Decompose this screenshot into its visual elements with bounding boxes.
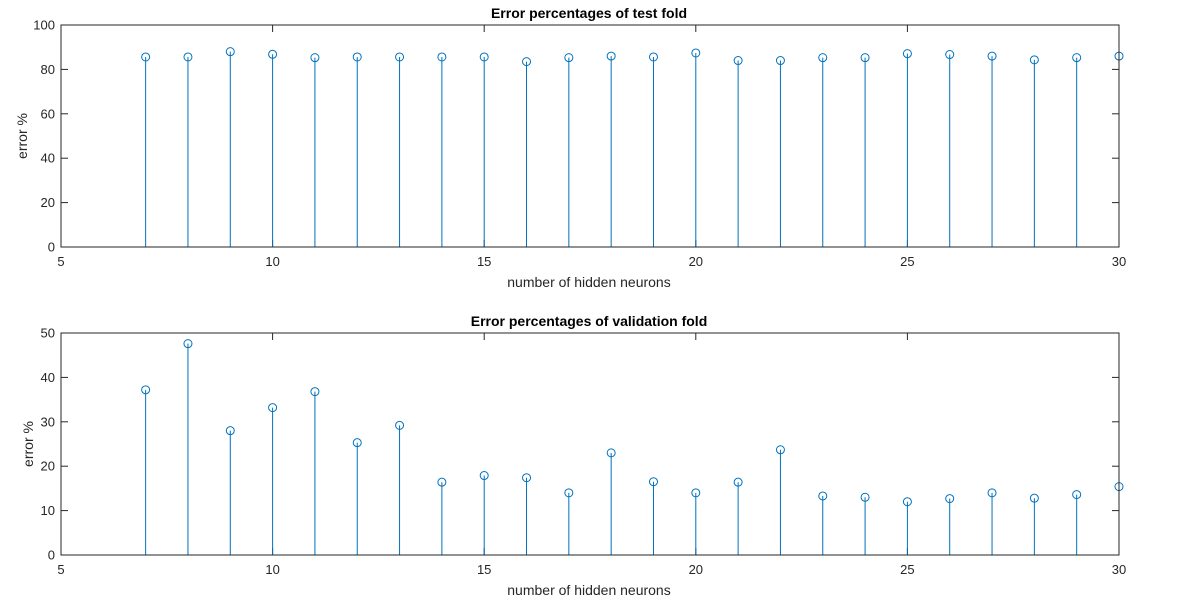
validation-fold-x-tick-label: 20	[689, 562, 703, 577]
test-fold-x-tick-label: 30	[1112, 254, 1126, 269]
test-fold-stem-marker	[902, 49, 912, 59]
test-fold-stem-marker	[606, 51, 616, 61]
validation-fold-stem-marker	[564, 488, 574, 498]
test-fold-stem-marker	[479, 52, 489, 62]
test-fold-stem-marker	[987, 51, 997, 61]
validation-fold-x-tick-label: 5	[57, 562, 64, 577]
validation-fold-stem-marker	[1029, 493, 1039, 503]
validation-fold-stem-marker	[141, 385, 151, 395]
test-fold-title: Error percentages of test fold	[491, 5, 687, 21]
validation-fold-stem-marker	[860, 492, 870, 502]
test-fold-stem-marker	[352, 52, 362, 62]
test-fold-y-tick-label: 20	[41, 195, 55, 210]
test-fold-y-tick-label: 60	[41, 106, 55, 121]
test-fold-y-tick-label: 0	[48, 240, 55, 255]
test-fold-stem-marker	[733, 56, 743, 66]
test-fold-subplot: Error percentages of test fold 5 10 15 20 25…	[14, 5, 1126, 290]
validation-fold-stem-marker	[606, 448, 616, 458]
test-fold-stem-marker	[860, 53, 870, 63]
test-fold-stem-marker	[691, 48, 701, 58]
validation-fold-y-tick-label: 50	[41, 326, 55, 341]
validation-fold-stem-marker	[183, 339, 193, 349]
test-fold-x-tick-label: 20	[689, 254, 703, 269]
validation-fold-subplot: Error percentages of validation fold 5 10…	[20, 313, 1126, 598]
validation-fold-stem-marker	[479, 471, 489, 481]
validation-fold-stem-marker	[945, 494, 955, 504]
validation-fold-stem-marker	[268, 403, 278, 413]
test-fold-stem-marker	[648, 52, 658, 62]
validation-fold-y-axis-label: error %	[20, 421, 36, 467]
test-fold-stem-marker	[775, 56, 785, 66]
test-fold-stem-marker	[310, 53, 320, 63]
test-fold-stem-marker	[522, 57, 532, 67]
test-fold-stem-marker	[564, 53, 574, 63]
validation-fold-stem-marker	[352, 438, 362, 448]
validation-fold-stem-marker	[818, 491, 828, 501]
validation-fold-y-tick-label: 0	[48, 548, 55, 563]
validation-fold-x-tick-label: 25	[900, 562, 914, 577]
test-fold-ticks: 5 10 15 20 25 30 0 20 40 60 80 100	[33, 18, 1126, 270]
validation-fold-x-tick-label: 30	[1112, 562, 1126, 577]
test-fold-y-tick-label: 80	[41, 62, 55, 77]
validation-fold-stem-marker	[437, 477, 447, 487]
test-fold-x-tick-label: 25	[900, 254, 914, 269]
validation-fold-stem-marker	[648, 477, 658, 487]
validation-fold-stem-marker	[522, 473, 532, 483]
validation-fold-y-tick-label: 10	[41, 503, 55, 518]
test-fold-stem-marker	[818, 53, 828, 63]
test-fold-x-tick-label: 10	[265, 254, 279, 269]
validation-fold-y-tick-label: 40	[41, 370, 55, 385]
test-fold-stem-marker	[395, 52, 405, 62]
test-fold-stem-marker	[437, 52, 447, 62]
test-fold-stem-marker	[945, 50, 955, 60]
validation-fold-x-tick-label: 10	[265, 562, 279, 577]
test-fold-stem-marker	[1029, 55, 1039, 65]
validation-fold-y-tick-label: 20	[41, 459, 55, 474]
test-fold-x-tick-label: 5	[57, 254, 64, 269]
test-fold-x-axis-label: number of hidden neurons	[507, 274, 670, 290]
validation-fold-stem-marker	[310, 387, 320, 397]
test-fold-y-tick-label: 100	[33, 18, 55, 33]
validation-fold-x-tick-label: 15	[477, 562, 491, 577]
validation-fold-stem-marker	[395, 420, 405, 430]
validation-fold-title: Error percentages of validation fold	[471, 313, 708, 329]
validation-fold-stem-marker	[1072, 490, 1082, 500]
test-fold-stem-marker	[225, 47, 235, 57]
validation-fold-axes-box	[60, 332, 1120, 556]
validation-fold-stem-marker	[987, 488, 997, 498]
test-fold-stem-marker	[1072, 53, 1082, 63]
validation-fold-stem-marker	[775, 445, 785, 455]
test-fold-y-axis-label: error %	[14, 113, 30, 159]
validation-fold-stems	[141, 339, 1124, 555]
validation-fold-stem-marker	[733, 477, 743, 487]
validation-fold-stem-marker	[691, 488, 701, 498]
test-fold-y-tick-label: 40	[41, 151, 55, 166]
test-fold-x-tick-label: 15	[477, 254, 491, 269]
validation-fold-x-axis-label: number of hidden neurons	[507, 582, 670, 598]
test-fold-stem-marker	[183, 52, 193, 62]
test-fold-axes-box	[60, 24, 1120, 248]
validation-fold-stem-marker	[225, 426, 235, 436]
test-fold-stem-marker	[141, 52, 151, 62]
validation-fold-y-tick-label: 30	[41, 414, 55, 429]
test-fold-stems	[141, 47, 1124, 247]
validation-fold-stem-marker	[902, 497, 912, 507]
validation-fold-ticks: 5 10 15 20 25 30 0 10 20 30 40 50	[41, 326, 1127, 578]
test-fold-stem-marker	[268, 49, 278, 59]
